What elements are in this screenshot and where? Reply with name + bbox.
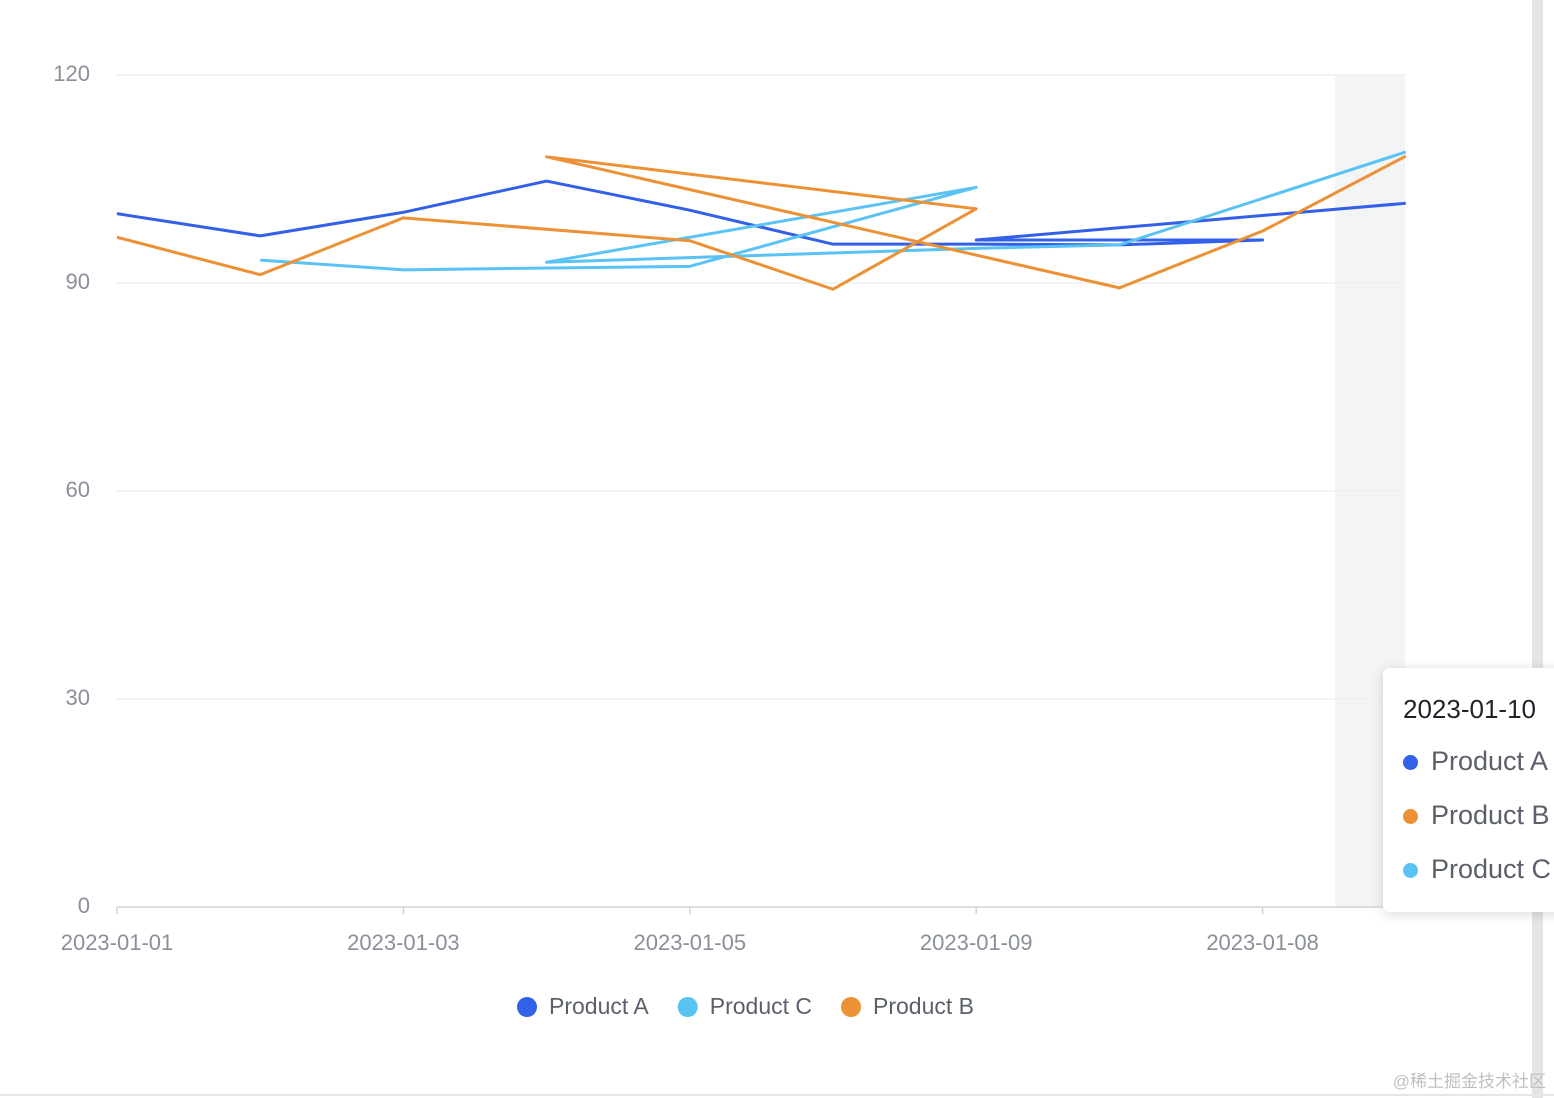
y-tick-label: 90	[66, 269, 90, 294]
legend-label: Product C	[710, 993, 812, 1019]
tooltip-item: Product C	[1403, 854, 1551, 885]
x-tick-label: 2023-01-01	[61, 930, 174, 955]
series-line	[260, 150, 1407, 272]
legend: Product A Product C Product B	[517, 993, 974, 1019]
tooltip-marker	[1403, 863, 1418, 879]
tooltip-title: 2023-01-10	[1403, 694, 1536, 724]
y-tick-label: 120	[53, 61, 90, 86]
tooltip-marker	[1403, 809, 1418, 825]
tooltip-label: Product C	[1431, 854, 1552, 884]
legend-marker	[841, 997, 861, 1017]
x-tick-label: 2023-01-09	[920, 930, 1033, 955]
legend-label: Product A	[549, 993, 649, 1019]
tooltip: 2023-01-10 Product A Product B Product C	[1383, 668, 1554, 912]
watermark: @稀土掘金技术社区	[1392, 1072, 1546, 1091]
y-tick-label: 30	[66, 685, 90, 710]
series-line	[116, 154, 1407, 291]
tooltip-marker	[1403, 755, 1418, 771]
tooltip-label: Product A	[1431, 746, 1549, 776]
y-tick-label: 60	[66, 477, 90, 502]
tooltip-item: Product B	[1403, 800, 1550, 831]
y-tick-label: 0	[78, 893, 90, 918]
legend-label: Product B	[873, 993, 974, 1019]
legend-marker	[517, 997, 537, 1017]
divider	[0, 1094, 1554, 1096]
x-tick-label: 2023-01-08	[1206, 930, 1319, 955]
legend-marker	[677, 997, 698, 1017]
tooltip-item: Product A	[1403, 746, 1548, 777]
tooltip-label: Product B	[1431, 800, 1550, 830]
series-line	[116, 179, 1406, 247]
scrollbar[interactable]	[1532, 0, 1543, 1098]
x-tick-label: 2023-01-05	[634, 930, 747, 955]
x-tick-label: 2023-01-03	[347, 930, 460, 955]
